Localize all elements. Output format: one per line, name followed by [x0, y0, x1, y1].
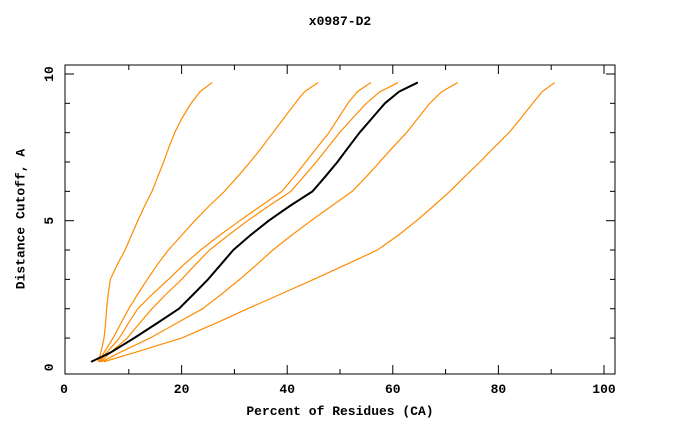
curve-orange-curve-1: [97, 82, 213, 363]
y-tick-label: 5: [42, 217, 57, 225]
x-tick-label: 80: [491, 382, 507, 397]
x-tick-label: 40: [279, 382, 295, 397]
x-tick-label: 60: [385, 382, 401, 397]
chart-title: x0987-D2: [308, 14, 372, 29]
x-tick-label: 100: [592, 382, 616, 397]
x-tick-label: 20: [174, 382, 190, 397]
y-tick-label: 10: [42, 66, 57, 82]
plot-frame: [64, 64, 616, 375]
curve-orange-curve-4: [100, 82, 399, 363]
curve-orange-curve-5: [101, 82, 458, 363]
curve-orange-curve-6: [103, 82, 556, 363]
curve-black-curve: [90, 81, 419, 363]
x-tick-label: 0: [60, 382, 68, 397]
curve-orange-curve-2: [98, 82, 319, 363]
curve-orange-curve-3: [99, 82, 372, 363]
x-axis-title: Percent of Residues (CA): [246, 404, 434, 419]
y-tick-label: 0: [42, 363, 57, 371]
